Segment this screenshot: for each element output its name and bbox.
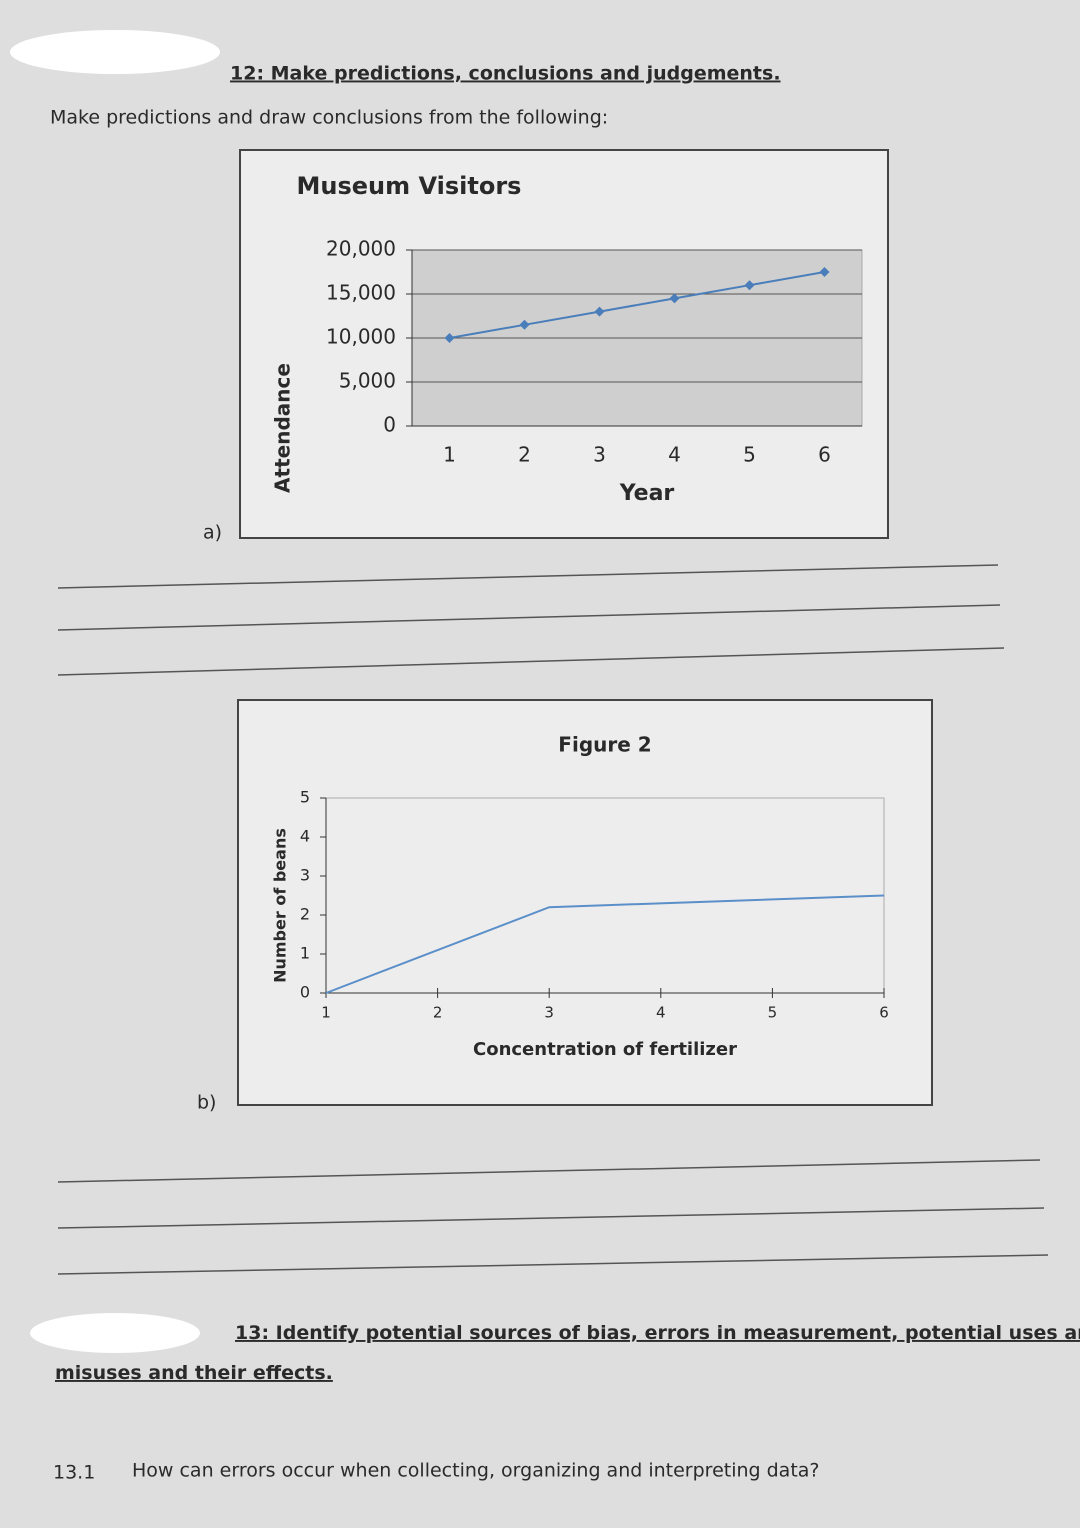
y-tick-label: 10,000: [326, 325, 396, 349]
x-tick-label: 2: [433, 1004, 443, 1022]
x-tick-label: 6: [818, 443, 831, 467]
x-tick-label: 5: [743, 443, 756, 467]
y-tick-label: 5: [300, 788, 310, 807]
data-point: [594, 306, 605, 317]
x-tick-label: 4: [656, 1004, 666, 1022]
y-tick-label: 0: [300, 983, 310, 1002]
y-tick-label: 20,000: [326, 237, 396, 261]
section-heading: 13: Identify potential sources of bias, …: [55, 1322, 1080, 1384]
y-axis-label: Number of beans: [271, 828, 290, 983]
data-line: [449, 271, 825, 339]
data-point: [669, 293, 680, 304]
answer-lines: [57, 564, 1049, 1275]
x-tick-label: 3: [593, 443, 606, 467]
y-tick-label: 5,000: [339, 369, 396, 393]
x-axis-label: Year: [619, 481, 675, 506]
data-point: [819, 267, 830, 277]
x-tick-label: 1: [443, 443, 456, 467]
item-label: a): [203, 522, 222, 544]
x-tick-label: 1: [321, 1004, 331, 1022]
instruction: Make predictions and draw conclusions fr…: [50, 107, 608, 129]
data-line: [325, 894, 885, 994]
redaction: [30, 1313, 200, 1353]
data-point: [519, 319, 530, 330]
x-tick-label: 4: [668, 443, 681, 467]
x-tick-label: 2: [518, 443, 531, 467]
y-tick-label: 1: [300, 944, 310, 963]
x-tick-label: 6: [879, 1004, 889, 1022]
y-tick-label: 15,000: [326, 281, 396, 305]
question-number: 13.1: [53, 1462, 95, 1484]
question: How can errors occur when collecting, or…: [132, 1460, 820, 1482]
y-axis-label: Attendance: [271, 363, 295, 493]
x-axis-label: Concentration of fertilizer: [473, 1039, 737, 1060]
y-tick-label: 0: [383, 413, 396, 437]
redaction: [10, 30, 220, 74]
data-point: [744, 280, 755, 291]
item-label: b): [197, 1092, 216, 1114]
plot-area: [325, 797, 885, 994]
data-point: [444, 333, 455, 343]
x-tick-label: 5: [768, 1004, 778, 1022]
y-tick-label: 3: [300, 866, 310, 885]
y-tick-label: 2: [300, 905, 310, 924]
x-tick-label: 3: [544, 1004, 554, 1022]
y-tick-label: 4: [300, 827, 310, 846]
section-heading: 12: Make predictions, conclusions and ju…: [230, 63, 781, 85]
chart-title: Museum Visitors: [297, 172, 522, 200]
chart-title: Figure 2: [558, 733, 651, 757]
